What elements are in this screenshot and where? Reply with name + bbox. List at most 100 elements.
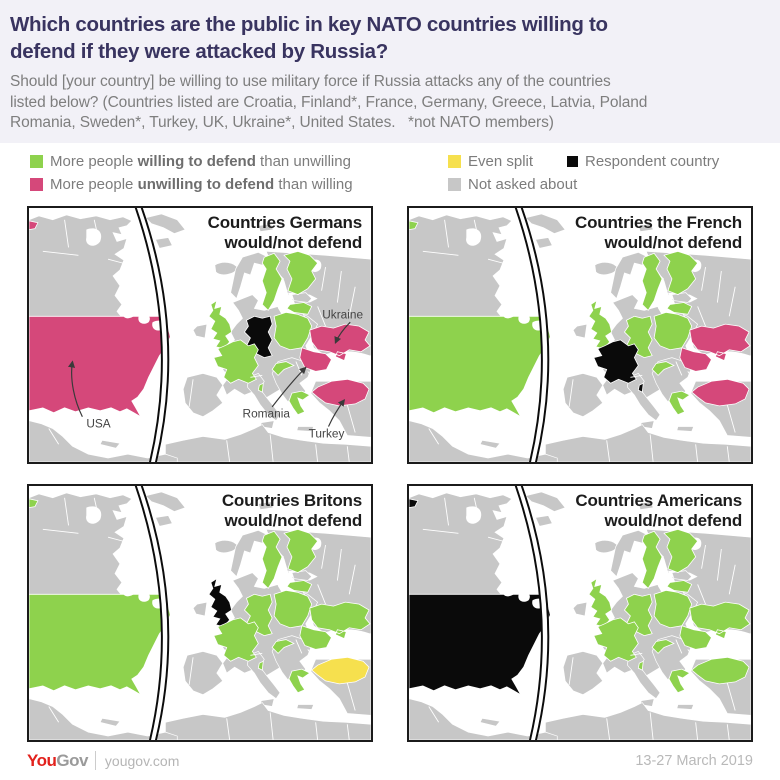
- land-arctic-islands: [144, 491, 186, 512]
- land-estonia: [291, 569, 313, 581]
- land-arctic-islands: [524, 491, 566, 512]
- country-greece: [288, 390, 311, 415]
- legend-item-even-split: Even split: [448, 153, 567, 170]
- country-greece: [288, 668, 311, 693]
- sea-black-sea: [320, 628, 371, 659]
- country-turkey: [311, 656, 370, 684]
- land-mexico: [409, 419, 558, 462]
- land-cuba: [479, 439, 501, 449]
- land-ireland: [192, 323, 208, 338]
- land-svalbard: [637, 222, 654, 232]
- annotation-arrow-ukraine: [334, 321, 351, 344]
- legend-item-unwilling: More people unwilling to defend than wil…: [30, 176, 448, 193]
- not-asked-swatch-icon: [448, 177, 461, 191]
- land-estonia: [671, 291, 693, 303]
- sea-black-sea: [320, 350, 371, 381]
- land-ireland: [192, 601, 208, 616]
- land-canada: [29, 492, 133, 595]
- country-romania: [679, 346, 712, 372]
- country-alaska: [409, 219, 419, 230]
- country-poland: [273, 589, 313, 628]
- land-iberia: [182, 372, 224, 417]
- header: Which countries are the public in key NA…: [0, 0, 780, 143]
- country-latvia: [286, 301, 313, 315]
- land-greenland-bit: [155, 514, 173, 527]
- logo-site-url: yougov.com: [104, 752, 180, 769]
- lake-superior: [122, 587, 135, 596]
- country-croatia: [651, 360, 675, 376]
- internal-borders: [422, 219, 736, 462]
- country-turkey: [311, 378, 370, 406]
- land-svalbard: [257, 500, 274, 510]
- sea-black-sea: [700, 350, 751, 381]
- land-iberia: [562, 372, 604, 417]
- map-break-arc: [134, 485, 170, 740]
- country-finland: [663, 250, 699, 295]
- country-turkey: [691, 378, 750, 406]
- land-estonia: [671, 569, 693, 581]
- land-norway: [230, 251, 269, 299]
- land-arctic-islands: [524, 213, 566, 234]
- country-sweden: [261, 530, 283, 589]
- map-panel-french: Countries the French would/not defend: [407, 205, 753, 464]
- land-cuba: [479, 717, 501, 727]
- country-finland: [663, 528, 699, 573]
- logo-gov: Gov: [56, 750, 88, 770]
- footer: You Gov yougov.com 13-27 March 2019: [0, 751, 780, 771]
- internal-borders: [422, 497, 736, 740]
- country-romania: [299, 346, 332, 372]
- respondent-swatch-icon: [567, 155, 578, 167]
- country-usa: [409, 593, 551, 696]
- legend-item-not-asked: Not asked about: [448, 176, 577, 193]
- maps-grid: USA Ukraine Romania Turkey Countries German…: [0, 205, 780, 742]
- land-norway: [610, 251, 649, 299]
- choropleth-map-britons: [29, 485, 371, 740]
- country-finland: [283, 250, 319, 295]
- legend-row-2: More people unwilling to defend than wil…: [30, 173, 780, 196]
- lake-huron: [138, 314, 150, 324]
- panel-title-britons: Countries Britons would/not defend: [221, 490, 362, 530]
- land-greenland-bit: [535, 236, 553, 249]
- annotation-arrow-usa: [68, 359, 83, 417]
- land-mexico: [29, 419, 178, 462]
- country-latvia: [286, 579, 313, 593]
- choropleth-map-germans: USA Ukraine Romania Turkey: [29, 207, 371, 462]
- land-africa: [545, 701, 751, 740]
- map-break-arc: [514, 207, 550, 462]
- land-svalbard: [637, 500, 654, 510]
- land-canada: [29, 214, 133, 317]
- choropleth-map-french: [409, 207, 751, 462]
- country-poland: [653, 311, 693, 350]
- land-mexico: [409, 697, 558, 740]
- panel-title-americans: Countries Americans would/not defend: [575, 490, 742, 530]
- land-africa: [545, 423, 751, 462]
- legend: More people willing to defend than unwil…: [0, 143, 780, 196]
- survey-date: 13-27 March 2019: [635, 752, 753, 769]
- subtitle-line-3: Romania, Sweden*, Turkey, UK, Ukraine*, …: [10, 114, 554, 131]
- willing-swatch-icon: [30, 154, 43, 168]
- land-ireland: [572, 601, 588, 616]
- country-poland: [273, 311, 313, 350]
- subtitle-line-2: listed below? (Countries listed are Croa…: [10, 93, 648, 111]
- land-italy: [627, 650, 661, 699]
- lake-huron: [138, 592, 150, 602]
- map-break-arc: [514, 485, 550, 740]
- country-croatia: [271, 360, 295, 376]
- map-panel-germans: USA Ukraine Romania Turkey Countries German…: [27, 205, 373, 464]
- annotation-label-ukraine: Ukraine: [322, 307, 363, 321]
- annotation-label-romania: Romania: [243, 406, 291, 420]
- country-alaska: [29, 497, 39, 508]
- land-italy: [627, 372, 661, 421]
- country-finland: [283, 528, 319, 573]
- country-poland: [653, 589, 693, 628]
- lake-superior: [502, 587, 515, 596]
- map-panel-americans: Countries Americans would/not defend: [407, 483, 753, 742]
- land-norway: [610, 529, 649, 577]
- internal-borders: [42, 497, 356, 740]
- lake-superior: [502, 309, 515, 318]
- logo-divider: [94, 751, 96, 770]
- country-croatia: [271, 638, 295, 654]
- land-italy: [247, 372, 281, 421]
- country-ukraine: [309, 601, 371, 639]
- land-estonia: [291, 291, 313, 303]
